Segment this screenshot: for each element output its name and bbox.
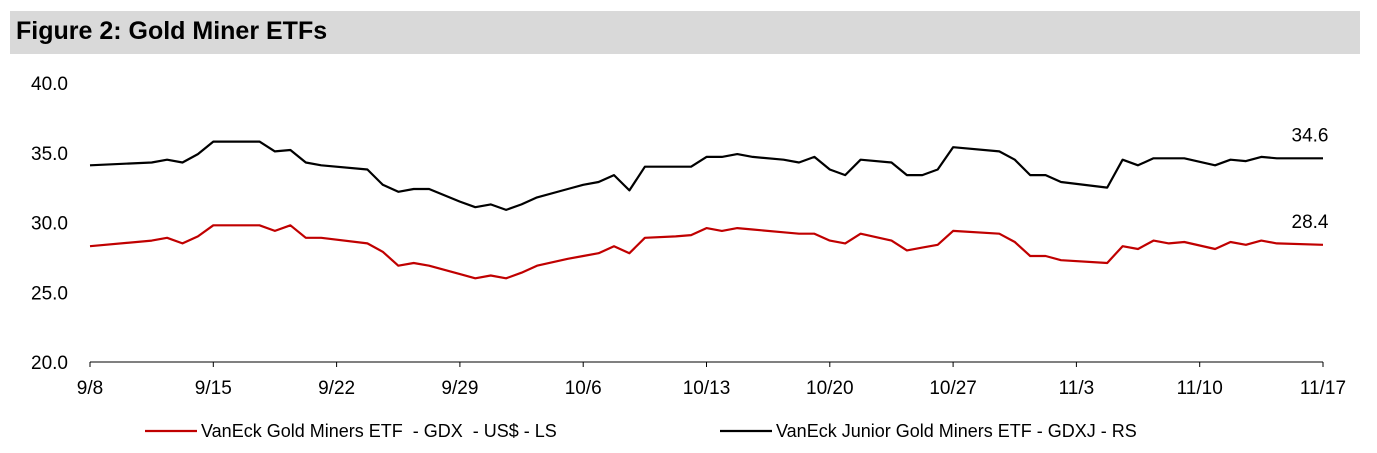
x-tick-label: 10/27 <box>929 378 977 399</box>
y-tick-label: 30.0 <box>31 214 68 235</box>
end-labels: 28.4 34.6 <box>1292 125 1329 232</box>
y-tick-label: 25.0 <box>31 283 68 304</box>
title-bar: Figure 2: Gold Miner ETFs <box>10 11 1360 54</box>
y-tick-label: 35.0 <box>31 144 68 165</box>
legend-label: VanEck Gold Miners ETF - GDX - US$ - LS <box>201 421 557 441</box>
legend: VanEck Gold Miners ETF - GDX - US$ - LS V… <box>145 421 1137 441</box>
legend-label: VanEck Junior Gold Miners ETF - GDXJ - R… <box>776 421 1137 441</box>
x-tick-label: 10/20 <box>806 378 854 399</box>
end-value-label-gdx: 28.4 <box>1292 212 1329 233</box>
series-line-gdxj <box>89 140 1323 211</box>
x-tick-label: 9/22 <box>318 378 355 399</box>
x-tick-label: 10/6 <box>565 378 602 399</box>
series-line-gdx <box>89 224 1324 280</box>
x-tick-label: 9/15 <box>195 378 232 399</box>
y-axis-ticks: 20.0 25.0 30.0 35.0 40.0 <box>31 74 68 374</box>
end-value-label-gdxj: 34.6 <box>1292 125 1329 146</box>
series-lines <box>89 140 1324 280</box>
x-tick-label: 11/3 <box>1059 378 1095 399</box>
x-tick-label: 9/8 <box>77 378 103 399</box>
x-tick-label: 10/13 <box>683 378 731 399</box>
y-tick-label: 40.0 <box>31 74 68 95</box>
x-axis-ticks: 9/8 9/15 9/22 9/29 10/6 10/13 10/20 10/27 11/3 11… <box>77 362 1346 399</box>
x-tick-label: 11/17 <box>1300 378 1346 399</box>
x-tick-label: 11/10 <box>1177 378 1223 399</box>
x-tick-label: 9/29 <box>441 378 478 399</box>
chart-title: Figure 2: Gold Miner ETFs <box>16 17 328 45</box>
y-tick-label: 20.0 <box>31 353 68 374</box>
